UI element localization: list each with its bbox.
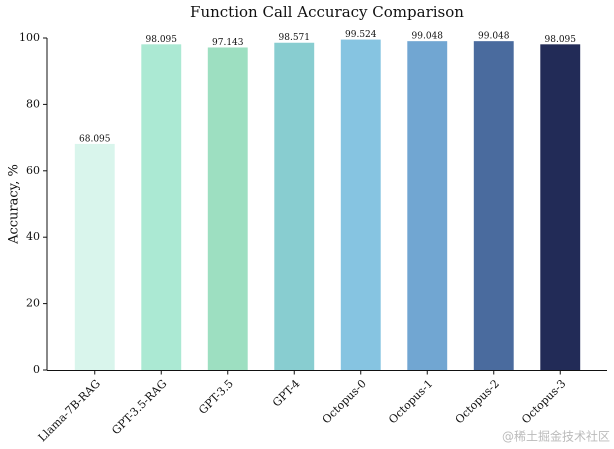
y-axis-label: Accuracy, %: [7, 164, 22, 245]
value-label: 98.095: [545, 35, 577, 45]
y-tick-label: 0: [33, 363, 40, 376]
bar: [141, 44, 182, 371]
y-tick-label: 100: [19, 31, 40, 44]
x-tick-label: GPT-3.5-RAG: [109, 377, 169, 437]
value-label: 99.048: [412, 32, 444, 42]
y-tick-label: 80: [26, 97, 40, 110]
x-tick-label: Octopus-1: [386, 377, 435, 426]
value-label: 98.095: [146, 35, 178, 45]
watermark: @稀土掘金技术社区: [502, 429, 610, 444]
bar: [74, 143, 115, 370]
bar: [207, 47, 248, 371]
bar: [473, 41, 514, 370]
x-tick-label: GPT-3.5: [196, 377, 236, 417]
bar: [340, 39, 381, 370]
bar: [407, 41, 448, 370]
x-tick-label: Octopus-2: [453, 377, 502, 426]
chart-title: Function Call Accuracy Comparison: [190, 3, 464, 21]
bar: [540, 44, 581, 371]
value-label: 97.143: [212, 38, 244, 48]
bar: [274, 42, 315, 370]
x-tick-label: Octopus-3: [519, 377, 568, 426]
x-tick-label: Octopus-0: [320, 377, 369, 426]
x-tick-label: GPT-4: [270, 377, 302, 409]
y-tick-label: 60: [26, 164, 40, 177]
value-label: 99.524: [345, 30, 377, 40]
value-label: 98.571: [279, 33, 311, 43]
value-label: 68.095: [79, 134, 111, 144]
value-label: 99.048: [478, 32, 510, 42]
y-tick-label: 20: [26, 297, 40, 310]
y-tick-label: 40: [26, 230, 40, 243]
x-tick-label: Llama-7B-RAG: [36, 377, 103, 444]
